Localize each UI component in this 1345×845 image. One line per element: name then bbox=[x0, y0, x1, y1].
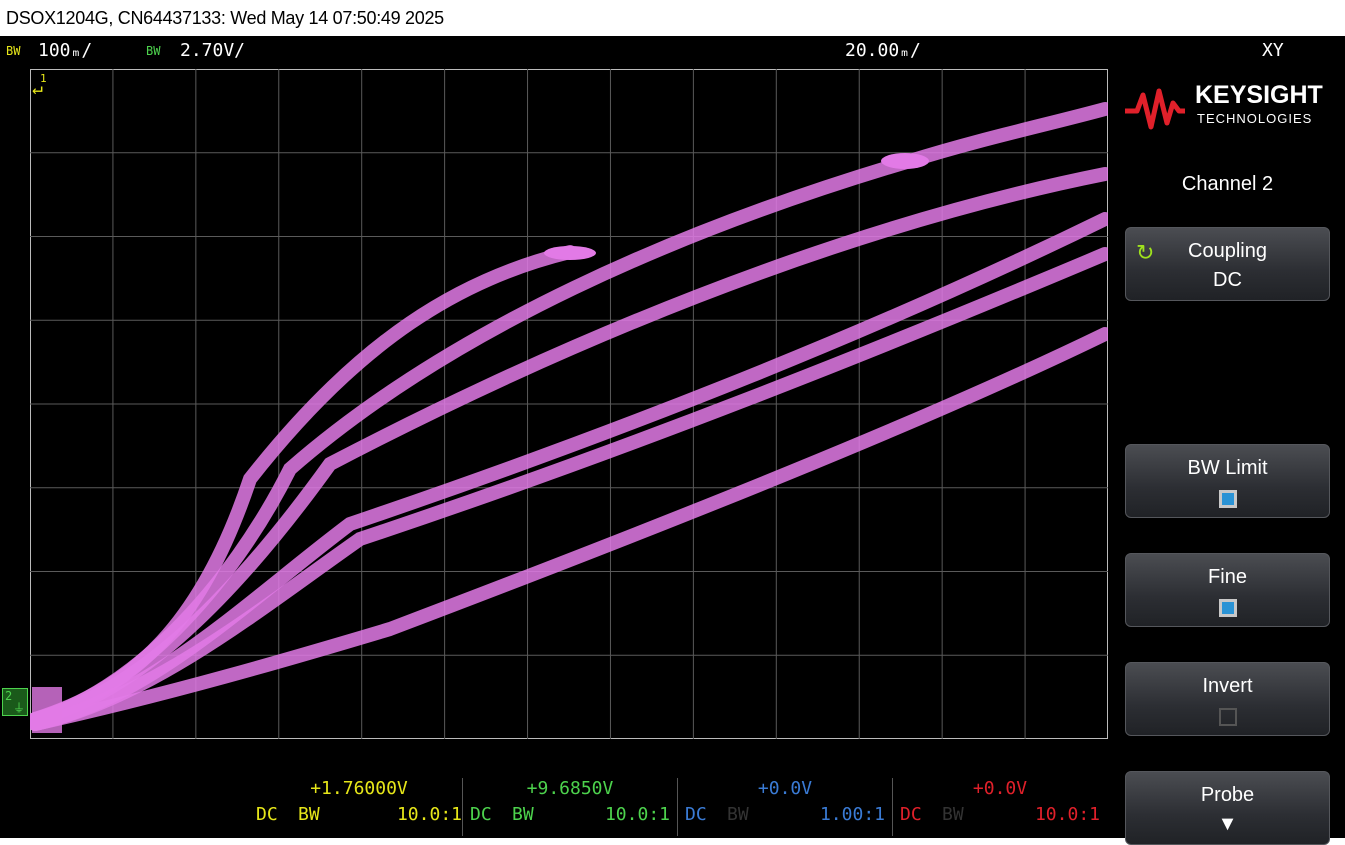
xy-traces bbox=[30, 102, 1108, 733]
xy-plot-area[interactable] bbox=[30, 69, 1108, 739]
ch1-scale[interactable]: 100ₘ/ bbox=[38, 40, 93, 61]
xy-trace bbox=[30, 247, 1108, 731]
window-title: DSOX1204G, CN64437133: Wed May 14 07:50:… bbox=[0, 0, 1345, 36]
ch4-probe: 10.0:1 bbox=[1034, 804, 1100, 825]
ch3-bw: BW bbox=[727, 804, 749, 825]
bw-limit-checkbox[interactable] bbox=[1218, 490, 1237, 508]
mode-label: XY bbox=[1262, 40, 1284, 61]
trace-blob bbox=[881, 153, 929, 169]
scope-screen: BW 100ₘ/ BW 2.70V/ 20.00ₘ/ XY 1 ↵ 2 ⏚ KE… bbox=[0, 36, 1345, 845]
ch1-bw-indicator: BW bbox=[6, 44, 21, 58]
ch3-info[interactable]: +0.0V DC BW 1.00:1 bbox=[679, 778, 891, 836]
ch2-coupling: DC bbox=[470, 804, 492, 825]
xy-trace bbox=[30, 167, 1108, 726]
fine-softkey[interactable]: Fine bbox=[1125, 553, 1330, 627]
arrow-left-icon: ↵ bbox=[32, 78, 43, 99]
ch2-offset: +9.6850V bbox=[526, 778, 614, 799]
ch3-coupling: DC bbox=[685, 804, 707, 825]
arrow-down-icon: ▼ bbox=[1217, 813, 1238, 835]
ch4-coupling: DC bbox=[900, 804, 922, 825]
panel-title: Channel 2 bbox=[1181, 173, 1274, 195]
ch2-bw-indicator: BW bbox=[146, 44, 161, 58]
brand-subtitle: TECHNOLOGIES bbox=[1197, 111, 1313, 126]
graticule bbox=[30, 69, 1108, 739]
trace-origin-blob bbox=[32, 687, 62, 733]
ground-icon: ⏚ bbox=[13, 701, 26, 715]
probe-label: Probe bbox=[1200, 784, 1255, 806]
ch3-offset: +0.0V bbox=[757, 778, 813, 799]
coupling-label: Coupling bbox=[1188, 240, 1267, 262]
keysight-wave-icon bbox=[1125, 88, 1185, 130]
invert-checkbox[interactable] bbox=[1218, 708, 1237, 726]
timebase[interactable]: 20.00ₘ/ bbox=[845, 40, 921, 61]
bw-limit-softkey[interactable]: BW Limit bbox=[1125, 444, 1330, 518]
invert-label: Invert bbox=[1202, 675, 1253, 697]
divider bbox=[677, 778, 678, 836]
divider bbox=[892, 778, 893, 836]
invert-softkey[interactable]: Invert bbox=[1125, 662, 1330, 736]
bw-limit-label: BW Limit bbox=[1187, 457, 1268, 479]
xy-trace bbox=[30, 102, 1108, 726]
rotate-knob-icon: ↻ bbox=[1136, 240, 1155, 265]
ch1-info[interactable]: +1.76000V DC BW 10.0:1 bbox=[250, 778, 468, 836]
ch2-scale[interactable]: 2.70V/ bbox=[180, 40, 246, 61]
ch1-offset: +1.76000V bbox=[310, 778, 408, 799]
ch2-bw: BW bbox=[512, 804, 534, 825]
ch4-info[interactable]: +0.0V DC BW 10.0:1 bbox=[894, 778, 1106, 836]
coupling-softkey[interactable]: ↻ Coupling DC bbox=[1125, 227, 1330, 301]
fine-checkbox[interactable] bbox=[1218, 599, 1237, 617]
channel-info-bar: +1.76000V DC BW 10.0:1 +9.6850V DC BW 10… bbox=[0, 774, 1110, 838]
coupling-value: DC bbox=[1213, 269, 1242, 291]
brand-name: KEYSIGHT bbox=[1195, 81, 1323, 109]
ch2-probe: 10.0:1 bbox=[604, 804, 670, 825]
keysight-logo: KEYSIGHT TECHNOLOGIES bbox=[1115, 69, 1340, 139]
ch2-ground-marker[interactable]: 2 ⏚ bbox=[2, 688, 28, 716]
xy-display bbox=[30, 69, 1108, 739]
ch1-marker-label: 1 bbox=[40, 72, 47, 85]
ch1-coupling: DC bbox=[256, 804, 278, 825]
softkey-panel: KEYSIGHT TECHNOLOGIES Channel 2 ↻ Coupli… bbox=[1115, 69, 1340, 845]
trace-blob bbox=[544, 246, 596, 260]
ch2-info[interactable]: +9.6850V DC BW 10.0:1 bbox=[464, 778, 676, 836]
ch3-probe: 1.00:1 bbox=[819, 804, 885, 825]
xy-trace bbox=[30, 327, 1108, 731]
ch1-probe: 10.0:1 bbox=[396, 804, 462, 825]
divider bbox=[462, 778, 463, 836]
status-bar: BW 100ₘ/ BW 2.70V/ 20.00ₘ/ XY bbox=[0, 36, 1345, 66]
fine-label: Fine bbox=[1208, 566, 1247, 588]
ch2-marker-label: 2 bbox=[5, 689, 13, 703]
probe-softkey[interactable]: Probe ▼ bbox=[1125, 771, 1330, 845]
ch1-ground-marker[interactable]: 1 ↵ bbox=[32, 72, 47, 99]
ch4-bw: BW bbox=[942, 804, 964, 825]
ch1-bw: BW bbox=[298, 804, 320, 825]
ch4-offset: +0.0V bbox=[972, 778, 1028, 799]
